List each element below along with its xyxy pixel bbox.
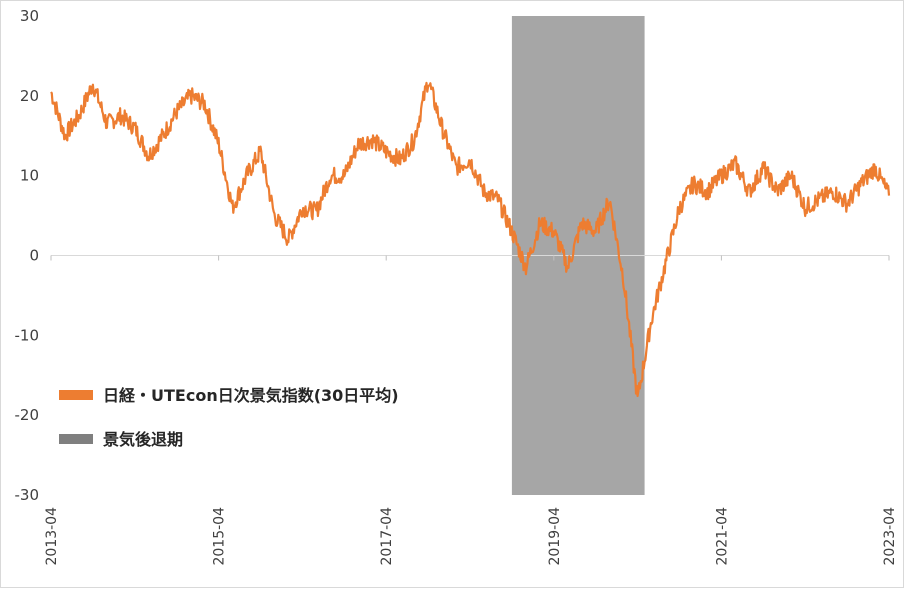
x-tick-label: 2015-04 <box>212 507 228 566</box>
x-tick-label: 2021-04 <box>714 507 730 566</box>
y-tick-label: 30 <box>20 7 39 25</box>
x-tick-label: 2023-04 <box>882 507 898 566</box>
legend-swatch-recession <box>59 434 93 444</box>
x-tick-label: 2013-04 <box>44 507 60 566</box>
x-tick-label: 2017-04 <box>379 507 395 566</box>
series-line-nikkei-utecon <box>50 81 891 398</box>
y-tick-label: -30 <box>15 486 40 504</box>
y-tick-label: 0 <box>29 247 39 265</box>
x-axis-ticks: 2013-04 2015-04 2017-04 2019-04 2021-04 2023-… <box>44 255 898 566</box>
y-axis-ticks: 30 20 10 0 -10 -20 -30 <box>15 7 40 504</box>
legend: 日経・UTEcon日次景気指数(30日平均) 景気後退期 <box>59 386 399 449</box>
legend-label-recession: 景気後退期 <box>103 430 183 449</box>
y-tick-label: 10 <box>20 167 39 185</box>
legend-label-index: 日経・UTEcon日次景気指数(30日平均) <box>103 386 399 405</box>
y-tick-label: -20 <box>15 406 40 424</box>
y-tick-label: -10 <box>15 326 40 344</box>
y-tick-label: 20 <box>20 87 39 105</box>
x-tick-label: 2019-04 <box>547 507 563 566</box>
legend-swatch-index <box>59 390 93 400</box>
